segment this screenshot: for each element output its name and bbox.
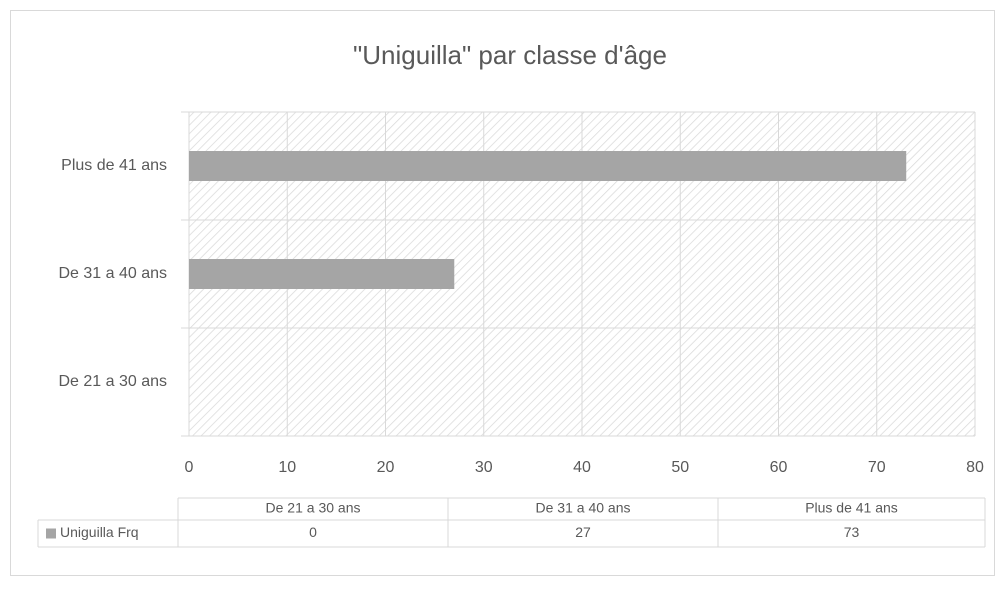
x-tick-label: 80 xyxy=(966,459,984,476)
table-header: De 21 a 30 ans xyxy=(266,500,361,516)
x-tick-label: 20 xyxy=(377,459,395,476)
table-header: De 31 a 40 ans xyxy=(536,500,631,516)
bar xyxy=(189,259,455,289)
y-tick-label: Plus de 41 ans xyxy=(61,157,167,174)
table-header: Plus de 41 ans xyxy=(805,500,898,516)
x-tick-label: 70 xyxy=(868,459,886,476)
bar xyxy=(189,151,907,181)
table-value: 27 xyxy=(575,524,591,540)
legend-label: Uniguilla Frq xyxy=(60,524,139,540)
chart-title: "Uniguilla" par classe d'âge xyxy=(353,40,667,70)
x-tick-label: 60 xyxy=(770,459,788,476)
y-tick-label: De 21 a 30 ans xyxy=(58,373,167,390)
x-tick-label: 30 xyxy=(475,459,493,476)
x-tick-label: 0 xyxy=(185,459,194,476)
x-tick-label: 40 xyxy=(573,459,591,476)
legend-key xyxy=(46,528,56,539)
y-tick-label: De 31 a 40 ans xyxy=(58,265,167,282)
table-value: 0 xyxy=(309,524,317,540)
x-tick-label: 50 xyxy=(671,459,689,476)
table-value: 73 xyxy=(844,524,860,540)
x-tick-label: 10 xyxy=(278,459,296,476)
